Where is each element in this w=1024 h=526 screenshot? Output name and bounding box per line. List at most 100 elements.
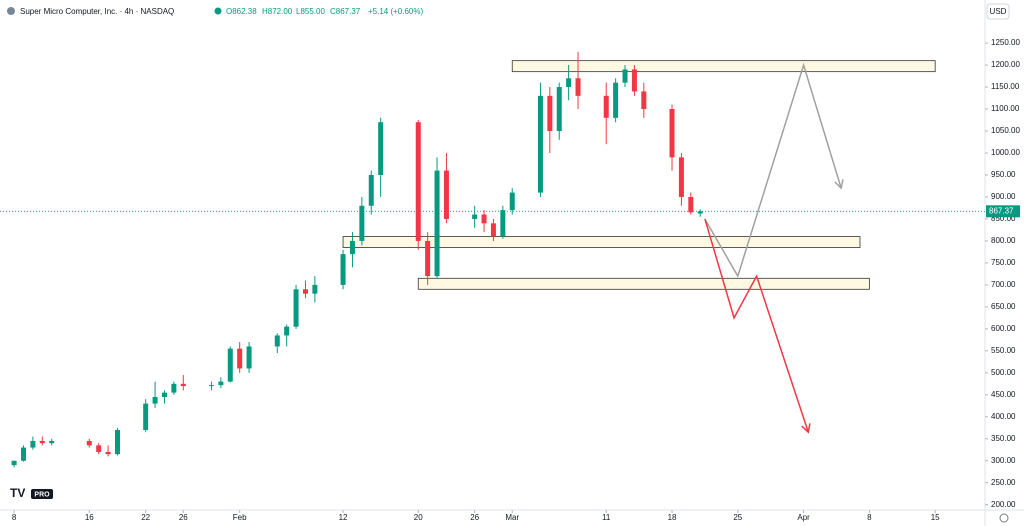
candle-body (49, 440, 55, 444)
y-tick-label: 500.00 (991, 368, 1016, 377)
y-tick-label: 1150.00 (991, 82, 1020, 91)
ohlc-close: C867.37 (330, 7, 361, 16)
y-tick-label: 200.00 (991, 500, 1016, 509)
candle-body (105, 451, 111, 455)
candle-body (293, 289, 299, 327)
candle-body (688, 196, 694, 213)
x-tick-label: 26 (470, 513, 479, 522)
logo-text: PRO (34, 491, 50, 498)
logo: TV PRO (10, 486, 53, 500)
y-tick-label: 400.00 (991, 412, 1016, 421)
last-price-label: 867.37 (989, 206, 1014, 215)
candle-body (208, 385, 214, 387)
currency-label: USD (990, 7, 1007, 16)
projection-arrowhead (801, 423, 811, 434)
candle-body (20, 447, 26, 461)
candle-body (86, 440, 92, 446)
candle-body (246, 346, 252, 369)
candle-body (284, 326, 290, 336)
logo-mark: TV (10, 486, 25, 500)
symbol-icon (7, 7, 15, 15)
x-tick-label: 26 (179, 513, 188, 522)
candle-body (415, 122, 421, 241)
candle-body (378, 122, 384, 175)
candle-body (631, 69, 637, 92)
candle-body (340, 254, 346, 285)
ohlc-high: H872.00 (262, 7, 293, 16)
x-tick-label: 18 (668, 513, 677, 522)
x-tick-label: 11 (602, 513, 611, 522)
x-tick-label: 12 (339, 513, 348, 522)
candle-body (312, 284, 318, 294)
x-tick-label: Apr (797, 513, 810, 522)
y-tick-label: 600.00 (991, 324, 1016, 333)
candle-body (509, 192, 515, 211)
candle-body (641, 91, 647, 110)
candle-body (11, 460, 17, 466)
candle-body (218, 381, 224, 386)
candle-body (180, 383, 186, 387)
zone (511, 60, 936, 73)
candle-body (556, 87, 562, 132)
plot (0, 51, 985, 468)
ohlc-low: L855.00 (296, 7, 325, 16)
status-dot (214, 7, 222, 15)
y-tick-label: 1200.00 (991, 60, 1020, 69)
y-tick-label: 450.00 (991, 390, 1016, 399)
candle-body (566, 78, 572, 88)
y-tick-label: 1050.00 (991, 126, 1020, 135)
candle-body (575, 78, 581, 96)
y-tick-label: 250.00 (991, 478, 1016, 487)
zone (342, 236, 861, 248)
candle-body (30, 440, 36, 448)
y-tick-label: 1250.00 (991, 38, 1020, 47)
zone (417, 277, 870, 290)
y-tick-label: 550.00 (991, 346, 1016, 355)
candle-body (96, 445, 102, 452)
candle-body (481, 214, 487, 224)
projection-line (704, 62, 842, 278)
x-tick-label: 22 (141, 513, 150, 522)
x-tick-label: 8 (12, 513, 17, 522)
candle-body (274, 335, 280, 347)
y-tick-label: 800.00 (991, 236, 1016, 245)
candle-body (302, 289, 308, 294)
y-tick-label: 950.00 (991, 170, 1016, 179)
candle-body (237, 348, 243, 369)
candle-body (349, 240, 355, 255)
y-tick-label: 650.00 (991, 302, 1016, 311)
y-tick-label: 300.00 (991, 456, 1016, 465)
projection-line (704, 218, 810, 433)
candle-body (603, 95, 609, 118)
settings-button[interactable] (999, 513, 1009, 523)
candle-body (143, 403, 149, 430)
ohlc-open: O862.38 (226, 7, 257, 16)
x-tick-label: 16 (85, 513, 94, 522)
candle-body (678, 157, 684, 197)
candle-body (472, 214, 478, 219)
candle-body (490, 223, 496, 237)
chart-title: Super Micro Computer, Inc. · 4h · NASDAQ (20, 7, 174, 16)
y-tick-label: 750.00 (991, 258, 1016, 267)
y-tick-label: 350.00 (991, 434, 1016, 443)
x-tick-label: Mar (505, 513, 519, 522)
y-tick-label: 1100.00 (991, 104, 1020, 113)
candle-body (669, 109, 675, 158)
projection-arrowhead (834, 179, 844, 190)
x-tick-label: 8 (867, 513, 872, 522)
candle-body (500, 210, 506, 237)
candle-body (537, 95, 543, 193)
y-tick-label: 1000.00 (991, 148, 1020, 157)
last-price-badge (986, 205, 1020, 218)
y-tick-label: 850.00 (991, 214, 1016, 223)
currency-button[interactable] (986, 3, 1010, 20)
candle-body (114, 429, 120, 455)
candle-body (622, 69, 628, 83)
header: Super Micro Computer, Inc. · 4h · NASDAQ… (7, 7, 423, 16)
candle-body (547, 95, 553, 132)
candle-body (152, 397, 158, 404)
candle-body (425, 240, 431, 277)
ohlc-change: +5.14 (+0.60%) (368, 7, 423, 16)
candle-body (39, 440, 45, 444)
candle-body (434, 170, 440, 277)
